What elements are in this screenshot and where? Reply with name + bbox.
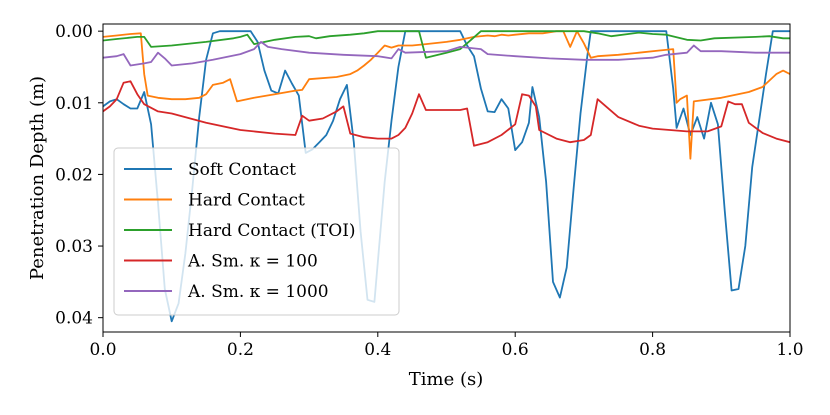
legend-label-3: A. Sm. κ = 100 [187,252,318,272]
x-tick-label: 0.0 [89,340,116,360]
y-tick-label: 0.04 [55,309,93,329]
legend-label-1: Hard Contact [188,191,305,211]
ticks-layer: 0.0 0.2 0.4 0.6 0.8 1.0 0.00 0.01 0.02 0.03 0.04 [55,22,803,360]
legend-label-4: A. Sm. κ = 1000 [187,282,329,302]
y-tick-label: 0.00 [55,22,93,42]
series-line-4 [103,41,790,67]
y-tick-label: 0.01 [55,94,93,114]
legend-label-0: Soft Contact [188,160,296,180]
y-tick-label: 0.03 [55,237,93,257]
legend-box [113,147,400,316]
x-tick-label: 0.6 [502,340,529,360]
x-tick-label: 0.8 [639,340,666,360]
series-layer [103,30,790,323]
x-tick-label: 0.2 [227,340,254,360]
x-tick-label: 0.4 [364,340,391,360]
legend: Soft Contact Hard Contact Hard Contact (TO… [113,147,400,316]
x-axis-label: Time (s) [409,369,484,390]
x-tick-label: 1.0 [776,340,803,360]
legend-label-2: Hard Contact (TOI) [188,221,356,241]
plot-frame [102,23,791,333]
y-tick-label: 0.02 [55,165,93,185]
series-line-2 [103,30,790,59]
series-line-3 [103,80,790,147]
series-line-1 [103,30,790,160]
y-axis-label: Penetration Depth (m) [27,76,48,280]
